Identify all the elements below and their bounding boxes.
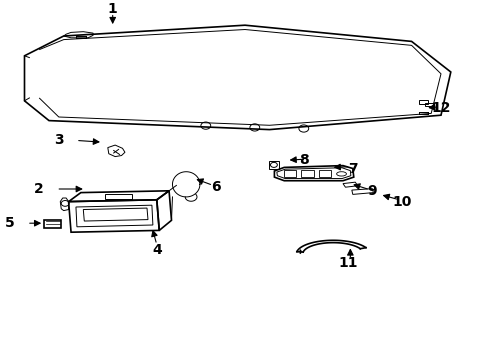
Text: 12: 12 bbox=[431, 101, 451, 115]
Text: 2: 2 bbox=[34, 182, 44, 196]
Bar bbox=[284, 170, 296, 177]
Text: 3: 3 bbox=[54, 134, 64, 147]
Text: 9: 9 bbox=[368, 184, 377, 198]
Text: 6: 6 bbox=[211, 180, 220, 194]
Text: 8: 8 bbox=[299, 153, 309, 167]
Text: 1: 1 bbox=[108, 2, 118, 16]
Text: 10: 10 bbox=[392, 195, 412, 208]
Text: 11: 11 bbox=[338, 256, 358, 270]
Bar bbox=[269, 161, 279, 169]
Text: 5: 5 bbox=[5, 216, 15, 230]
Bar bbox=[318, 170, 331, 177]
Text: 7: 7 bbox=[348, 162, 358, 176]
Text: 4: 4 bbox=[152, 243, 162, 257]
Bar bbox=[425, 103, 434, 106]
Bar bbox=[105, 194, 132, 199]
Bar bbox=[301, 170, 314, 177]
Bar bbox=[419, 100, 428, 104]
